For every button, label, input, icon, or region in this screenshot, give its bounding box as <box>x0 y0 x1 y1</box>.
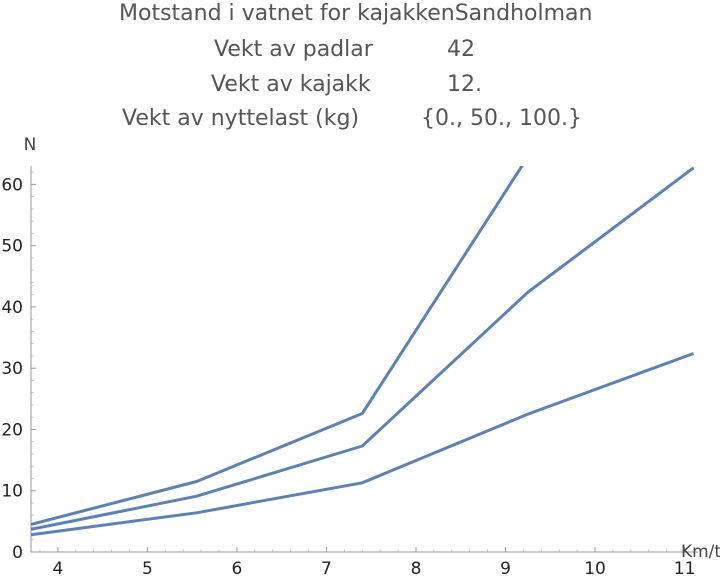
series-group <box>31 166 695 537</box>
y-axis-label: N <box>24 135 37 155</box>
series-line-3 <box>31 166 524 526</box>
y-tick-label: 10 <box>1 482 23 502</box>
paddler-weight-label: Vekt av padlar <box>214 37 373 62</box>
x-tick-label: 8 <box>411 559 422 579</box>
paddler-weight-value: 42 <box>447 37 475 62</box>
chart-title: Motstand i vatnet for kajakkenSandholman <box>119 1 593 26</box>
series-line-2 <box>31 166 695 531</box>
x-tick-label: 4 <box>52 559 63 579</box>
kayak-weight-value: 12. <box>447 72 482 97</box>
y-tick-label: 40 <box>1 298 23 318</box>
x-tick-label: 7 <box>321 559 332 579</box>
x-tick-label: 5 <box>142 559 153 579</box>
x-tick-label: 6 <box>232 559 243 579</box>
payload-weight-label: Vekt av nyttelast (kg) <box>122 106 360 131</box>
x-axis-label: Km/t <box>681 542 720 562</box>
payload-weight-value: {0., 50., 100.} <box>421 106 582 131</box>
y-tick-label: 0 <box>12 543 23 563</box>
kayak-weight-label: Vekt av kajakk <box>211 72 371 97</box>
y-tick-label: 50 <box>1 237 23 257</box>
y-tick-label: 20 <box>1 420 23 440</box>
series-line-1 <box>31 352 695 537</box>
x-tick-label: 9 <box>500 559 511 579</box>
x-tick-label: 10 <box>584 559 606 579</box>
x-tick-label: 11 <box>674 559 696 579</box>
y-tick-label: 30 <box>1 359 23 379</box>
y-tick-label: 60 <box>1 175 23 195</box>
